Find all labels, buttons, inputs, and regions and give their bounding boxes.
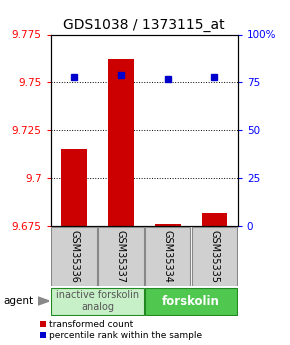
Legend: transformed count, percentile rank within the sample: transformed count, percentile rank withi… (41, 320, 202, 341)
Bar (155, 224, 180, 226)
Title: GDS1038 / 1373115_at: GDS1038 / 1373115_at (64, 18, 225, 32)
Text: GSM35337: GSM35337 (116, 230, 126, 283)
Bar (51, 227, 97, 286)
Text: GSM35336: GSM35336 (69, 230, 79, 283)
Text: forskolin: forskolin (162, 295, 220, 307)
Text: GSM35334: GSM35334 (163, 230, 173, 283)
Bar (51, 287, 144, 315)
Bar (202, 213, 227, 226)
Text: GSM35335: GSM35335 (209, 230, 220, 283)
Bar (192, 227, 237, 286)
Bar (145, 287, 237, 315)
Bar (61, 149, 87, 226)
Bar (108, 59, 134, 226)
Bar (98, 227, 144, 286)
Bar (145, 227, 190, 286)
Text: inactive forskolin
analog: inactive forskolin analog (56, 290, 139, 312)
Text: agent: agent (3, 296, 33, 306)
Polygon shape (38, 297, 49, 305)
